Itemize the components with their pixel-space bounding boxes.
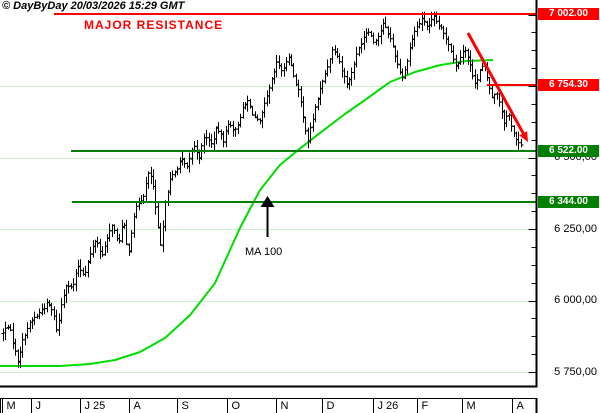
x-axis-month-label: F <box>421 400 429 412</box>
x-axis-month-label: J <box>35 400 42 412</box>
x-axis-month-label: D <box>326 400 335 412</box>
x-axis-month-label: S <box>181 400 189 412</box>
x-axis-month-label: M <box>466 400 476 412</box>
major-resistance-annotation: MAJOR RESISTANCE <box>84 18 224 32</box>
x-axis-month-label: A <box>133 400 141 412</box>
x-axis-month-label: O <box>231 400 241 412</box>
price-flag-resistance-7002: 7 002.00 <box>538 7 599 20</box>
price-flag-support-6344: 6 344.00 <box>538 196 599 209</box>
x-axis-month-label: N <box>280 400 289 412</box>
y-axis-tick-label: 5 750,00 <box>554 365 597 378</box>
x-axis-month-label: A <box>516 400 524 412</box>
y-axis-tick-label: 6 000,00 <box>554 294 597 306</box>
x-axis-month-label: M <box>6 400 16 412</box>
x-axis-month-label: J 25 <box>84 400 106 412</box>
y-axis-tick-label: 6 250,00 <box>554 222 597 235</box>
price-flag-support-6522: 6 522.00 <box>538 145 599 158</box>
price-flag-resistance-6754: 6 754.30 <box>538 78 599 91</box>
copyright-timestamp-text: © DayByDay 20/03/2026 15:29 GMT <box>2 0 185 12</box>
x-axis-month-label: J 26 <box>377 400 399 412</box>
ma-100-annotation: MA 100 <box>245 246 283 258</box>
